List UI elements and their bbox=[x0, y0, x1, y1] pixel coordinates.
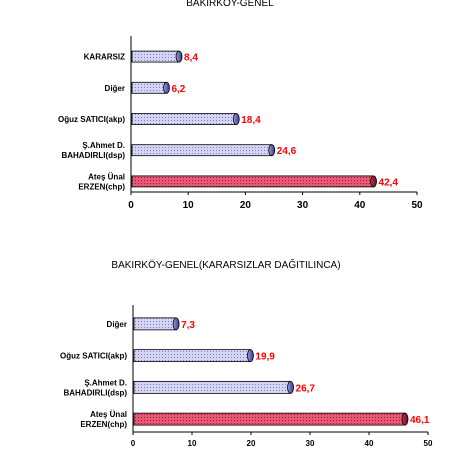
bar-end-cap bbox=[172, 317, 180, 331]
x-tick-label: 10 bbox=[188, 439, 197, 448]
bar bbox=[131, 50, 180, 63]
x-tick-label: 20 bbox=[247, 439, 256, 448]
category-label: ERZEN(chp) bbox=[80, 420, 127, 429]
category-label: BAHADIRLI(dsp) bbox=[63, 388, 127, 397]
bar-value-label: 8,4 bbox=[184, 53, 198, 64]
chart-title: BAKIRKÖY-GENEL(KARARSIZLAR DAĞITILINCA) bbox=[111, 258, 340, 271]
x-tick-label: 50 bbox=[411, 200, 423, 211]
bar-value-label: 18,4 bbox=[241, 115, 261, 126]
chart-bakirkoy-genel: BAKIRKÖY-GENEL 0 10 20 30 40 50 8,4 KARARSIZ 6,2 D… bbox=[58, 0, 423, 211]
bar bbox=[133, 380, 291, 394]
chart-title: BAKIRKÖY-GENEL bbox=[186, 0, 274, 9]
x-tick-label: 0 bbox=[128, 200, 134, 211]
bar-end-cap bbox=[232, 113, 240, 125]
category-label: Ş.Ahmet D. bbox=[84, 378, 127, 387]
bar-end-cap bbox=[287, 380, 294, 394]
bar bbox=[131, 113, 237, 125]
x-tick-label: 20 bbox=[240, 200, 252, 211]
bar-end-cap bbox=[401, 412, 409, 426]
chart-bakirkoy-genel-dagitilinca: BAKIRKÖY-GENEL(KARARSIZLAR DAĞITILINCA) 0… bbox=[60, 258, 433, 448]
bar bbox=[133, 349, 251, 363]
bar bbox=[133, 412, 406, 426]
category-label: Ateş Ünal bbox=[90, 410, 127, 419]
category-label: Oğuz SATICI(akp) bbox=[58, 115, 125, 124]
x-tick-label: 30 bbox=[297, 200, 309, 211]
bar-value-label: 42,4 bbox=[379, 177, 399, 188]
bar-value-label: 46,1 bbox=[410, 415, 430, 426]
category-label: Oğuz SATICI(akp) bbox=[60, 352, 127, 361]
bar-end-cap bbox=[163, 81, 170, 94]
bar bbox=[131, 175, 374, 188]
category-label: Diğer bbox=[107, 320, 127, 329]
category-label: BAHADIRLI(dsp) bbox=[61, 151, 125, 160]
category-label: Diğer bbox=[105, 84, 125, 93]
x-tick-label: 0 bbox=[131, 439, 136, 448]
bar-end-cap bbox=[247, 349, 254, 363]
x-tick-label: 40 bbox=[365, 439, 374, 448]
bar-value-label: 6,2 bbox=[171, 84, 185, 95]
bar-value-label: 24,6 bbox=[277, 146, 297, 157]
category-label: Ateş Ünal bbox=[88, 172, 125, 181]
x-tick-label: 10 bbox=[183, 200, 195, 211]
bar-end-cap bbox=[370, 175, 377, 188]
bar-end-cap bbox=[175, 50, 183, 63]
bar-value-label: 19,9 bbox=[255, 352, 275, 363]
category-label: ERZEN(chp) bbox=[78, 182, 125, 191]
x-tick-label: 40 bbox=[354, 200, 366, 211]
bar-value-label: 7,3 bbox=[181, 320, 195, 331]
x-tick-label: 30 bbox=[306, 439, 315, 448]
bar-end-cap bbox=[268, 144, 276, 157]
bar-value-label: 26,7 bbox=[296, 383, 316, 394]
category-label: KARARSIZ bbox=[84, 53, 125, 62]
bar bbox=[133, 317, 177, 331]
bar bbox=[131, 144, 273, 157]
bar bbox=[131, 81, 167, 94]
category-label: Ş.Ahmet D. bbox=[82, 141, 125, 150]
x-tick-label: 50 bbox=[424, 439, 433, 448]
